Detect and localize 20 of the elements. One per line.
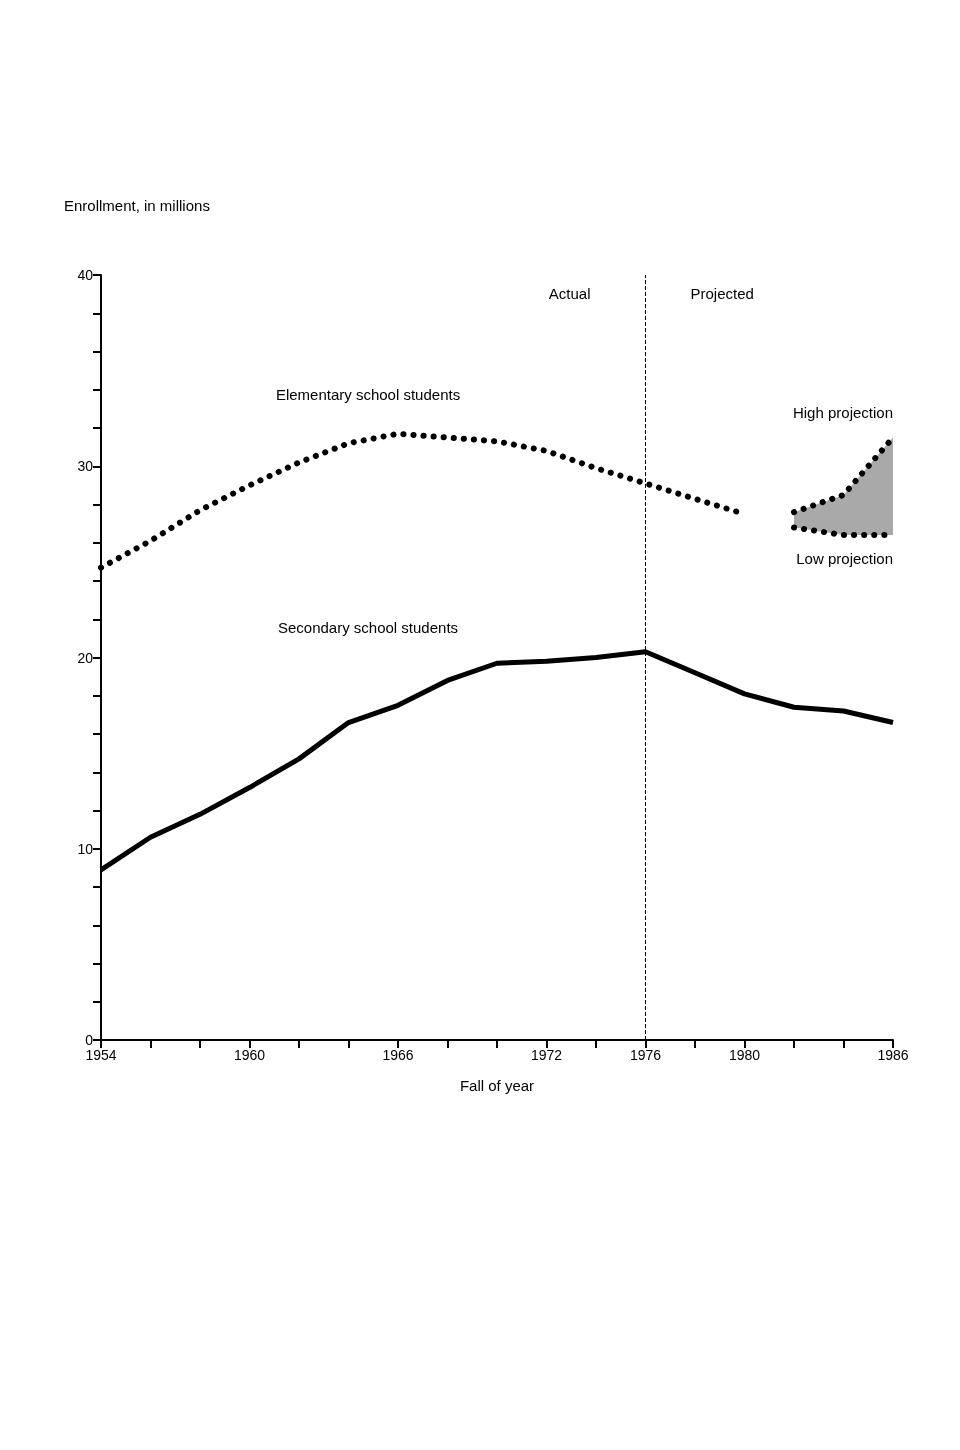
x-tick-label: 1976 bbox=[629, 1047, 662, 1063]
text: Elementary school students bbox=[275, 385, 461, 403]
x-tick-label: 1954 bbox=[85, 1047, 117, 1063]
x-tick-label: 1972 bbox=[530, 1047, 563, 1063]
annotation: Projected bbox=[690, 284, 754, 302]
series-label: High projection bbox=[792, 403, 893, 421]
y-tick-label: 30 bbox=[77, 458, 94, 475]
x-tick-label: 1966 bbox=[382, 1047, 414, 1063]
y-tick-label: 0 bbox=[85, 1032, 94, 1048]
x-axis-title: Fall of year bbox=[459, 1077, 535, 1094]
x-tick-label: 1960 bbox=[233, 1047, 266, 1063]
x-tick-label: 1986 bbox=[877, 1047, 909, 1063]
y-axis-title: Enrollment, in millions bbox=[64, 197, 210, 214]
y-tick-label: 40 bbox=[77, 267, 94, 283]
y-tick-label: 10 bbox=[77, 840, 94, 857]
x-tick-label: 1980 bbox=[728, 1047, 761, 1063]
series-label: Low projection bbox=[796, 550, 893, 568]
text: Secondary school students bbox=[277, 619, 459, 637]
y-tick-label: 20 bbox=[77, 649, 94, 666]
annotation: Actual bbox=[548, 284, 591, 302]
